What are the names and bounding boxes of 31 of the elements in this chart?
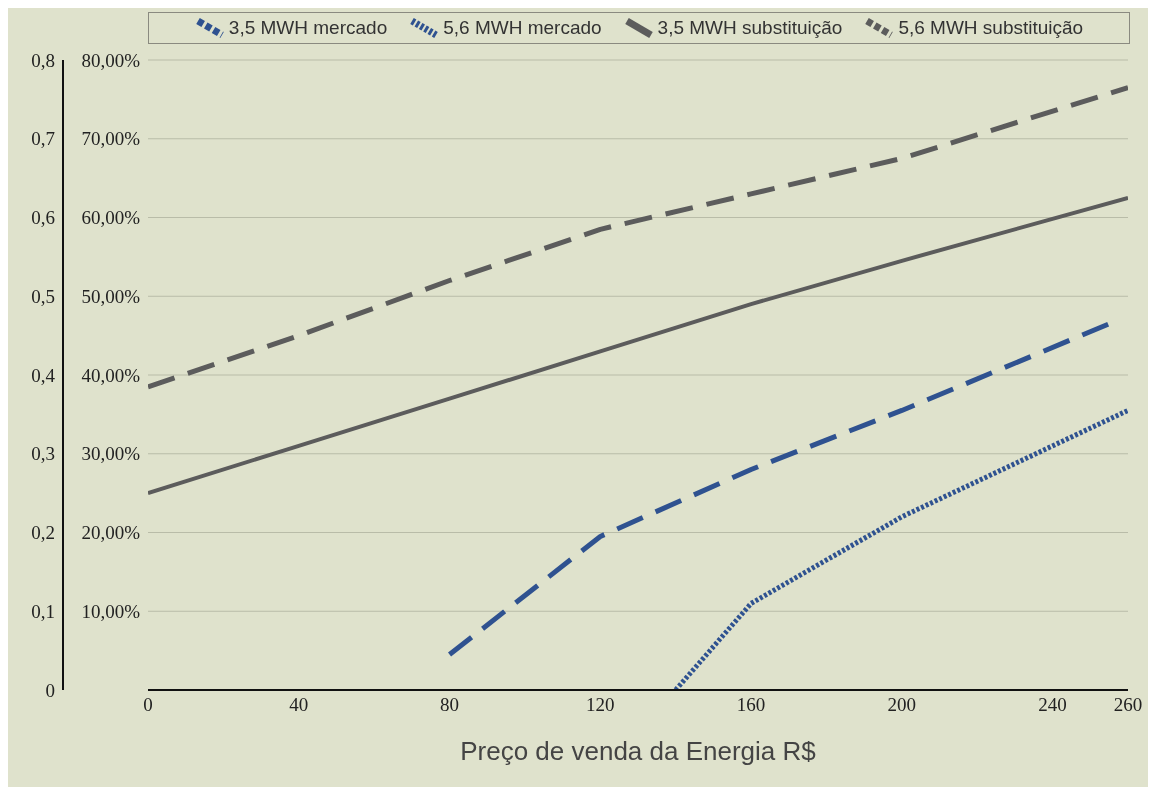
y-tick-label: 10,00% <box>81 600 141 622</box>
x-tick-label: 80 <box>440 694 460 716</box>
x-tick-label: 120 <box>586 694 615 716</box>
x-tick-label: 0 <box>143 694 153 716</box>
x-tick-label: 260 <box>1113 694 1143 716</box>
line-series <box>148 195 1128 496</box>
legend-label: 3,5 MWH substituição <box>657 17 843 39</box>
y-tick-label: 70,00% <box>81 128 141 150</box>
y2-tick-label: 0,2 <box>31 522 55 544</box>
y2-tick-label: 0,3 <box>31 443 55 465</box>
y2-tick-label: 0,4 <box>31 364 56 386</box>
legend-label: 5,6 MWH substituição <box>898 17 1084 39</box>
x-tick-label: 160 <box>736 694 766 716</box>
y-tick-label: 60,00% <box>81 207 141 229</box>
x-tick-label: 40 <box>289 694 309 716</box>
y-tick-label: 20,00% <box>81 522 141 544</box>
y-tick-label: 50,00% <box>81 285 141 307</box>
x-tick-label: 200 <box>887 694 917 716</box>
legend-label: 3,5 MWH mercado <box>228 17 388 39</box>
y2-tick-label: 0,1 <box>31 600 55 622</box>
y2-tick-label: 0,6 <box>31 207 55 229</box>
y-tick-label: 80,00% <box>81 49 141 71</box>
x-axis-title: Preço de venda da Energia R$ <box>460 736 817 766</box>
y2-tick-label: 0,5 <box>31 285 55 307</box>
y-tick-label: 40,00% <box>81 364 141 386</box>
y-tick-label: 30,00% <box>81 443 141 465</box>
y2-tick-label: 0 <box>45 679 55 701</box>
y2-tick-label: 0,8 <box>31 49 55 71</box>
y2-tick-label: 0,7 <box>31 128 55 150</box>
legend-label: 5,6 MWH mercado <box>443 17 602 39</box>
x-tick-label: 240 <box>1038 694 1067 716</box>
